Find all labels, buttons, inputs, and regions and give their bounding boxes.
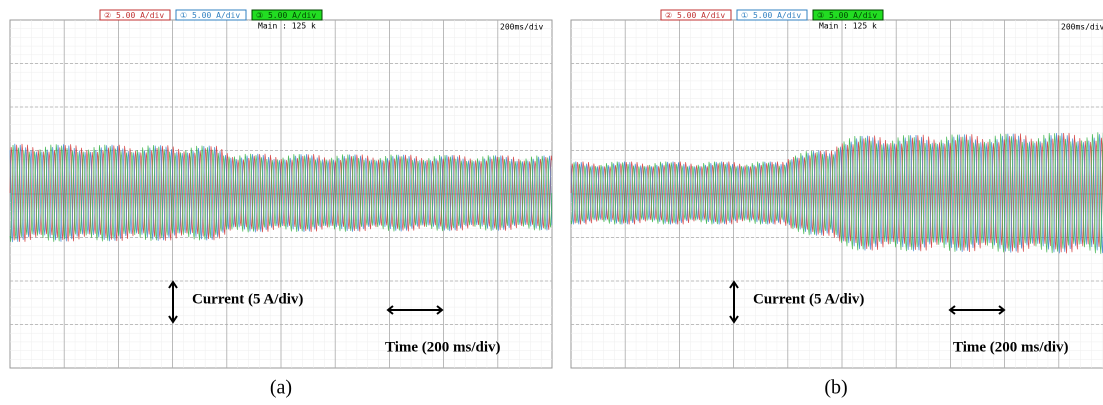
scope-panel: ② 5.00 A/div ① 5.00 A/div ③ 5.00 A/div Main… <box>10 10 552 399</box>
current-annotation: Current (5 A/div) <box>192 291 303 307</box>
panel-caption: (a) <box>270 377 292 399</box>
figure: ② 5.00 A/div ① 5.00 A/div ③ 5.00 A/div Main… <box>0 0 1103 405</box>
channel-label: ② 5.00 A/div <box>104 11 164 20</box>
panel-caption: (b) <box>824 377 847 399</box>
channel-label: ③ 5.00 A/div <box>256 11 316 20</box>
current-annotation: Current (5 A/div) <box>753 291 864 307</box>
time-scale: 200ms/div <box>500 23 544 32</box>
time-scale: 200ms/div <box>1061 23 1103 32</box>
time-annotation: Time (200 ms/div) <box>385 339 501 355</box>
timebase-main: Main : 125 k <box>819 22 877 31</box>
channel-label: ③ 5.00 A/div <box>817 11 877 20</box>
time-annotation: Time (200 ms/div) <box>953 339 1069 355</box>
channel-label: ② 5.00 A/div <box>665 11 725 20</box>
channel-label: ① 5.00 A/div <box>180 11 240 20</box>
scope-panel: ② 5.00 A/div ① 5.00 A/div ③ 5.00 A/div Main… <box>571 10 1103 399</box>
timebase-main: Main : 125 k <box>258 22 316 31</box>
channel-label: ① 5.00 A/div <box>741 11 801 20</box>
